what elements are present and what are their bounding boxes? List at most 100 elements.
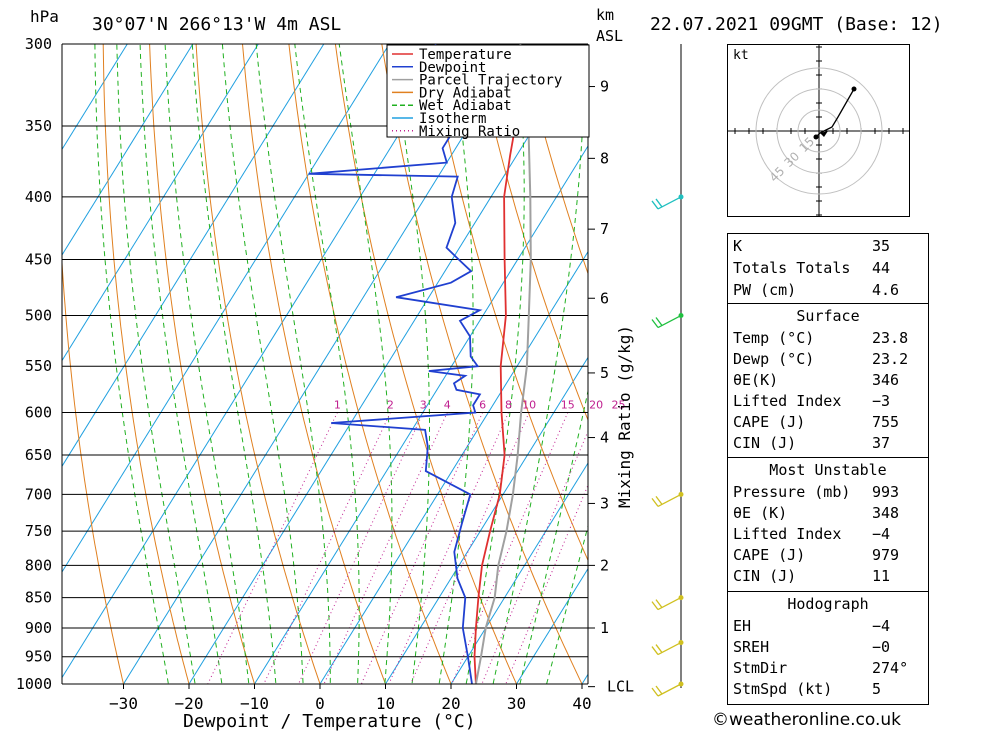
- index-key: Totals Totals: [733, 259, 851, 277]
- km-unit-label: km: [596, 6, 614, 24]
- wet-adiabat-line: [294, 44, 360, 684]
- sounding-series: [308, 44, 532, 684]
- index-row: θE(K) 346: [728, 371, 928, 392]
- wet-adiabat-line: [438, 44, 474, 684]
- pressure-label: 850: [25, 589, 52, 607]
- x-axis-label: Dewpoint / Temperature (°C): [183, 711, 476, 732]
- mixing-ratio-label: 1: [334, 399, 341, 412]
- footer-credit: ©weatheronline.co.uk: [712, 710, 902, 730]
- mixing-ratio-line: [388, 412, 509, 684]
- wet-adiabat-line: [116, 44, 196, 684]
- wet-adiabat-line: [255, 44, 331, 684]
- index-row: SREH −0: [728, 638, 928, 659]
- x-tick-label: −10: [240, 694, 269, 713]
- isotherm-line: [62, 44, 456, 679]
- surface-title: Surface: [796, 307, 860, 325]
- dry-adiabat-line: [427, 44, 588, 562]
- legend-label: Temperature: [419, 47, 512, 63]
- mixing-ratio-label: 4: [444, 399, 451, 412]
- index-key: θE(K): [733, 371, 779, 389]
- index-key: Pressure (mb): [733, 483, 851, 501]
- dry-adiabat-line: [986, 44, 1000, 710]
- index-value: 993: [872, 483, 900, 501]
- index-key: K: [733, 237, 743, 255]
- index-value: 4.6: [872, 281, 900, 299]
- dry-adiabat-line: [242, 44, 387, 684]
- isotherm-line: [515, 567, 588, 684]
- series-parcel-trajectory: [474, 44, 532, 684]
- legend-label: Wet Adiabat: [419, 98, 512, 114]
- index-row: Totals Totals 44: [728, 259, 928, 280]
- index-key: CIN (J): [733, 434, 797, 452]
- pressure-label: 700: [25, 485, 52, 503]
- isotherm-line: [62, 44, 390, 573]
- mixing-ratio-line: [410, 412, 530, 684]
- x-tick-label: −30: [109, 694, 138, 713]
- legend-box: [386, 44, 590, 138]
- mixing-ratio-label: 3: [420, 399, 427, 412]
- isotherm-line: [62, 44, 259, 362]
- wet-adiabat-line: [191, 44, 277, 684]
- isotherm-line: [188, 44, 587, 684]
- pressure-label: 400: [25, 188, 52, 206]
- isotherm-line: [384, 356, 588, 684]
- index-value: 35: [872, 237, 891, 255]
- index-row: StmDir 274°: [728, 659, 928, 680]
- hpa-unit-label: hPa: [30, 7, 59, 26]
- pressure-label: 900: [25, 619, 52, 637]
- hodograph-ring: [797, 109, 841, 153]
- index-value: 23.2: [872, 350, 909, 368]
- hodograph-storm-arrow: [820, 131, 828, 137]
- wet-adiabat-line: [139, 44, 223, 684]
- wind-barb: [651, 314, 682, 329]
- legend-label: Parcel Trajectory: [419, 73, 562, 89]
- dry-adiabat-line: [195, 44, 321, 684]
- axes: −30 −20 −10 0 10 20 30 40 9 8 7 6 5 4 3 2 1 LCL: [61, 44, 634, 713]
- index-row: Pressure (mb) 993: [728, 483, 928, 504]
- mixing-ratio-line: [323, 412, 448, 684]
- hodograph-unit-label: kt: [733, 48, 749, 63]
- wet-adiabat-line: [492, 44, 586, 684]
- section-title: Hodograph: [728, 595, 928, 616]
- legend-label: Mixing Ratio: [419, 124, 520, 140]
- pressure-label: 800: [25, 556, 52, 574]
- isotherm-line: [62, 44, 63, 45]
- wet-adiabat-line: [338, 44, 393, 684]
- mixing-ratio-label: 10: [522, 399, 536, 412]
- index-key: PW (cm): [733, 281, 797, 299]
- wet-adiabat-line: [94, 44, 169, 684]
- index-key: θE (K): [733, 504, 788, 522]
- index-row: Dewp (°C) 23.2: [728, 350, 928, 371]
- index-key: CAPE (J): [733, 413, 806, 431]
- index-key: StmSpd (kt): [733, 680, 833, 698]
- wet-adiabat-line: [164, 44, 250, 684]
- km-tick-label: 9: [600, 78, 609, 96]
- index-key: Lifted Index: [733, 525, 842, 543]
- datetime-title: 22.07.2021 09GMT (Base: 12): [650, 14, 943, 35]
- index-key: Temp (°C): [733, 329, 815, 347]
- mixing-ratio-lines: [207, 412, 588, 684]
- index-row: CIN (J) 37: [728, 434, 928, 455]
- index-key: CIN (J): [733, 567, 797, 585]
- hodograph-ring: [755, 67, 883, 195]
- km-tick-label: 8: [600, 149, 609, 167]
- section-title: Surface: [728, 307, 928, 328]
- mixing-ratio-line: [297, 412, 424, 684]
- index-value: 979: [872, 546, 900, 564]
- isotherm-line: [62, 44, 194, 256]
- index-value: 44: [872, 259, 891, 277]
- pressure-label: 350: [25, 117, 52, 135]
- km-tick-label: 2: [600, 556, 609, 574]
- index-key: EH: [733, 617, 752, 635]
- mixing-ratio-label: 20: [589, 399, 603, 412]
- mixing-ratio-line: [451, 412, 569, 684]
- index-value: 755: [872, 413, 900, 431]
- most-unstable-title: Most Unstable: [769, 461, 887, 479]
- dry-adiabat-line: [62, 254, 125, 684]
- index-key: CAPE (J): [733, 546, 806, 564]
- mixing-ratio-labels: 1 2 3 4 6 8 10 15 20 25: [334, 399, 626, 412]
- pressure-label: 1000: [16, 675, 52, 693]
- pressure-label: 950: [25, 648, 52, 666]
- isotherm-line: [62, 44, 128, 151]
